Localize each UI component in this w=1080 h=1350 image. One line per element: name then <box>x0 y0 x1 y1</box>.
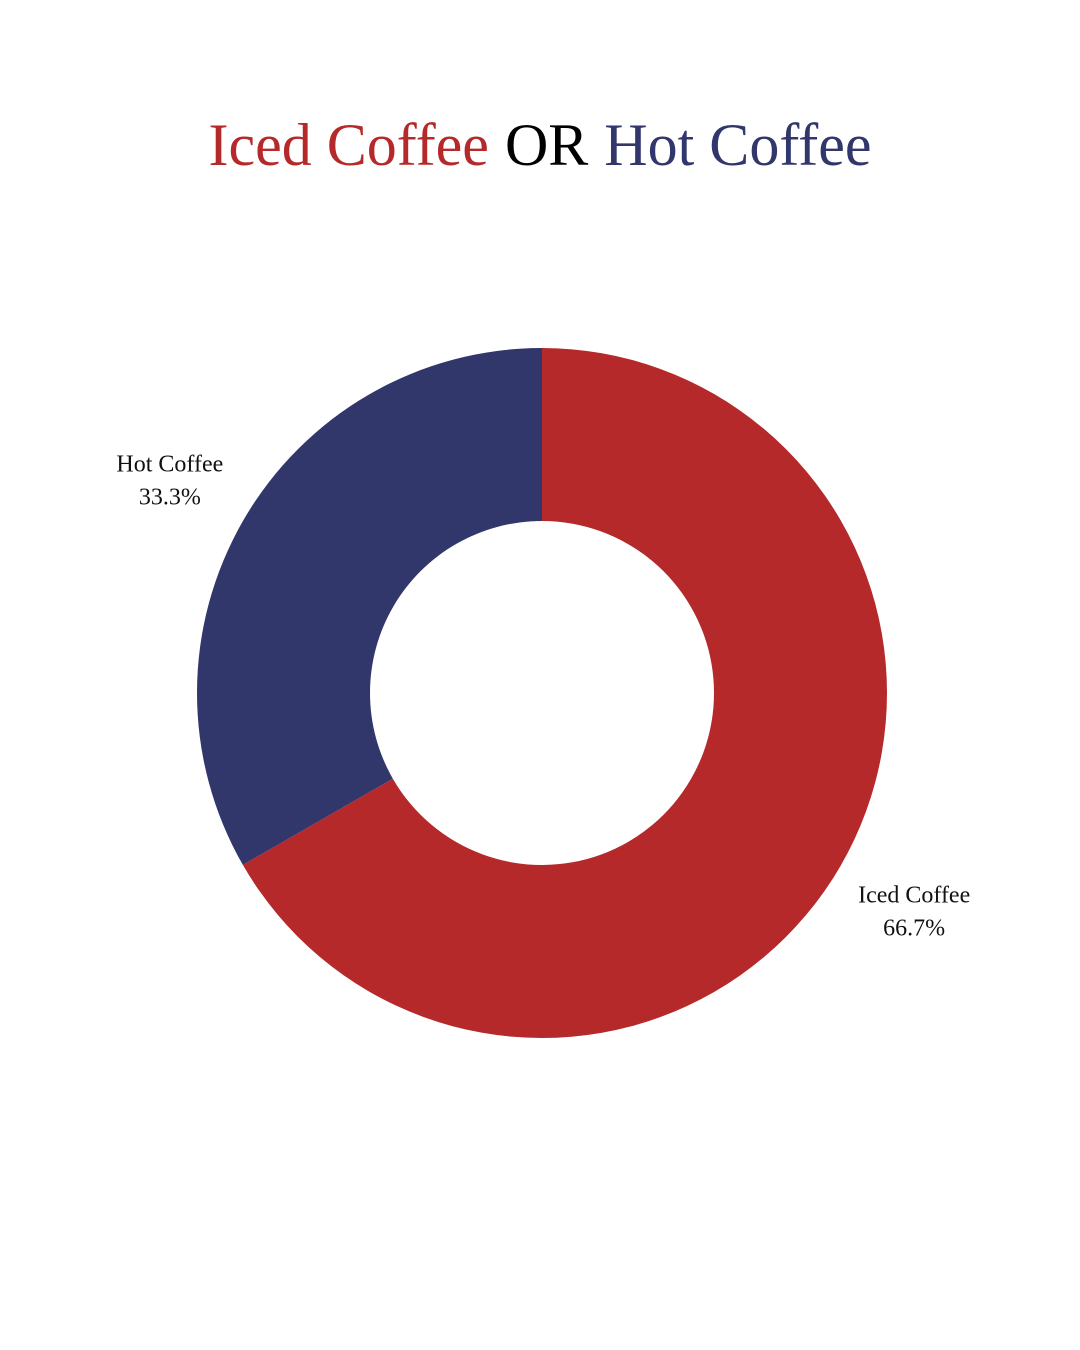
category-label: Hot Coffee <box>116 452 223 478</box>
value-label: 33.3% <box>139 485 201 511</box>
donut-slice <box>196 348 542 865</box>
data-label: Hot Coffee 33.3% <box>116 452 223 511</box>
data-label: Iced Coffee 66.7% <box>858 882 970 941</box>
title-part: OR <box>505 112 588 178</box>
chart-title: Iced Coffee OR Hot Coffee <box>209 112 872 178</box>
title-part: Iced Coffee <box>209 112 489 178</box>
value-label: 66.7% <box>883 915 945 941</box>
donut-slice <box>242 348 888 1038</box>
category-label: Iced Coffee <box>858 882 970 908</box>
title-part: Hot Coffee <box>604 112 871 178</box>
